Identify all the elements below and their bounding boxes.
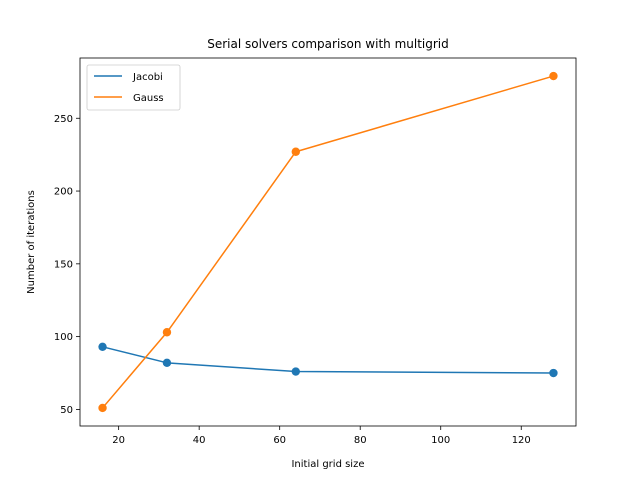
data-point-jacobi: [162, 358, 172, 368]
series-lines: [98, 71, 558, 413]
plot-area: [80, 58, 576, 426]
x-tick-label: 80: [354, 435, 367, 446]
y-tick-label: 50: [60, 405, 73, 416]
y-tick-label: 200: [54, 187, 73, 198]
data-point-gauss: [291, 147, 300, 156]
x-axis-label: Initial grid size: [291, 459, 364, 470]
y-tick-label: 100: [54, 332, 73, 343]
x-axis-ticks: 20 40 60 80 100 120: [112, 426, 531, 446]
y-axis-label: Number of iterations: [26, 190, 37, 294]
plot-frame: [79, 57, 577, 427]
legend-label-jacobi: Jacobi: [132, 72, 163, 83]
x-tick-label: 100: [431, 435, 450, 446]
chart-title: Serial solvers comparison with multigrid: [207, 37, 449, 51]
data-point-jacobi: [291, 367, 300, 376]
series-line-gauss: [101, 75, 554, 409]
series-line-jacobi: [102, 346, 554, 374]
legend: Jacobi Gauss: [86, 64, 181, 111]
y-axis-ticks: 50 100 150 200 250: [54, 114, 80, 416]
x-tick-label: 20: [112, 435, 125, 446]
y-tick-label: 250: [54, 114, 73, 125]
data-point-gauss: [549, 71, 558, 81]
x-tick-label: 60: [273, 435, 286, 446]
data-point-gauss: [98, 403, 107, 413]
data-point-gauss: [162, 328, 172, 337]
y-tick-label: 150: [54, 259, 73, 270]
x-tick-label: 120: [512, 435, 531, 446]
x-tick-label: 40: [193, 435, 206, 446]
data-point-jacobi: [98, 342, 107, 352]
legend-label-gauss: Gauss: [133, 93, 164, 104]
data-point-jacobi: [549, 368, 558, 378]
